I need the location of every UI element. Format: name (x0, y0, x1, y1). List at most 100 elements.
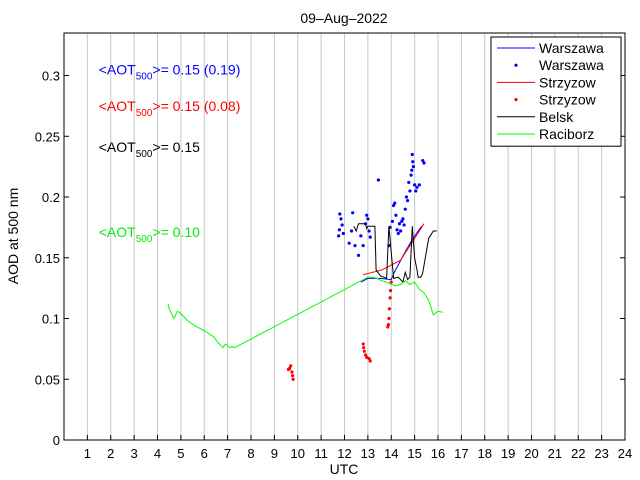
aot-annotation-subscript: 500 (136, 234, 153, 245)
legend-label: Warszawa (539, 40, 604, 56)
data-point (403, 207, 407, 211)
data-point (387, 316, 391, 321)
series-strzyzow-line (363, 223, 425, 276)
aot-annotation-subscript: 500 (136, 149, 153, 160)
series-belsk-line (353, 223, 437, 284)
data-point (400, 219, 404, 223)
data-point (411, 165, 416, 169)
x-tick-label: 20 (524, 446, 538, 461)
data-point (422, 161, 426, 165)
data-point (406, 199, 410, 203)
data-point (411, 160, 415, 164)
data-point (368, 359, 372, 363)
data-point (408, 189, 412, 193)
data-point (393, 201, 397, 205)
aot-annotation-prefix: <AOT (99, 224, 136, 240)
y-tick-label: 0 (53, 433, 60, 448)
x-tick-label: 4 (154, 446, 161, 461)
data-point (414, 189, 418, 193)
annotations: <AOT500>= 0.15 (0.19)<AOT500>= 0.15 (0.0… (99, 61, 241, 245)
data-point (397, 222, 402, 226)
data-point (376, 178, 380, 182)
aot-annotation: <AOT500>= 0.15 (99, 139, 200, 160)
data-point (395, 228, 399, 232)
aot-annotation-prefix: <AOT (99, 61, 136, 77)
x-tick-label: 24 (618, 446, 632, 461)
x-tick-label: 15 (407, 446, 421, 461)
data-point (387, 307, 391, 311)
data-point (407, 180, 411, 185)
legend-label: Warszawa (539, 57, 604, 73)
series-line (167, 276, 443, 349)
data-point (291, 374, 295, 378)
data-point (391, 203, 396, 208)
data-point (362, 349, 366, 353)
x-tick-label: 5 (177, 446, 184, 461)
data-point (347, 241, 351, 245)
data-point (291, 377, 295, 381)
x-tick-label: 11 (314, 446, 328, 461)
data-point (388, 296, 392, 300)
legend-point-swatch (514, 98, 518, 102)
data-point (339, 217, 343, 221)
series-line (353, 223, 437, 284)
legend-label: Strzyzow (539, 74, 597, 90)
data-point (351, 211, 355, 215)
data-point (361, 342, 365, 346)
y-tick-label: 0.05 (35, 372, 60, 387)
x-tick-label: 22 (571, 446, 585, 461)
y-tick-label: 0.2 (42, 190, 60, 205)
data-point (337, 228, 341, 232)
x-tick-label: 6 (201, 446, 208, 461)
data-point (366, 217, 370, 221)
aot-annotation: <AOT500>= 0.10 (99, 224, 200, 245)
data-point (388, 288, 393, 293)
data-point (399, 229, 403, 233)
data-point (338, 212, 342, 216)
data-point (402, 223, 406, 227)
data-point (340, 223, 344, 227)
series-raciborz-line (167, 276, 443, 349)
data-point (365, 213, 369, 217)
legend-point-swatch (514, 63, 518, 67)
data-point (410, 168, 414, 172)
x-tick-label: 17 (454, 446, 468, 461)
y-tick-label: 0.25 (35, 129, 60, 144)
aot-annotation-subscript: 500 (136, 71, 153, 82)
legend-label: Raciborz (539, 126, 594, 142)
legend-label: Belsk (539, 109, 574, 125)
data-point (415, 185, 419, 189)
x-axis-label: UTC (330, 461, 359, 477)
series (167, 152, 443, 381)
data-point (363, 353, 368, 357)
x-tick-label: 12 (337, 446, 351, 461)
grid (86, 33, 603, 440)
data-point (413, 183, 417, 187)
x-tick-label: 18 (478, 446, 492, 461)
chart-title: 09–Aug–2022 (300, 10, 387, 26)
y-tick-label: 0.1 (42, 312, 60, 327)
data-point (353, 244, 357, 248)
data-point (287, 366, 292, 370)
aot-annotation-subscript: 500 (136, 108, 153, 119)
x-tick-label: 19 (501, 446, 515, 461)
data-point (389, 280, 393, 284)
x-tick-label: 21 (548, 446, 562, 461)
data-point (359, 234, 363, 238)
data-point (337, 234, 341, 238)
data-point (421, 158, 425, 163)
x-tick-label: 13 (361, 446, 375, 461)
x-tick-label: 9 (271, 446, 278, 461)
data-point (289, 364, 293, 368)
data-point (356, 253, 361, 257)
data-point (386, 322, 391, 327)
y-axis-label: AOD at 500 nm (5, 188, 21, 285)
aot-annotation-value: >= 0.15 (152, 139, 200, 155)
data-point (290, 370, 294, 374)
aot-annotation-prefix: <AOT (99, 139, 136, 155)
legend-box (490, 36, 622, 147)
data-point (417, 183, 421, 187)
x-tick-label: 8 (247, 446, 254, 461)
series-warszawa-points (337, 152, 426, 257)
